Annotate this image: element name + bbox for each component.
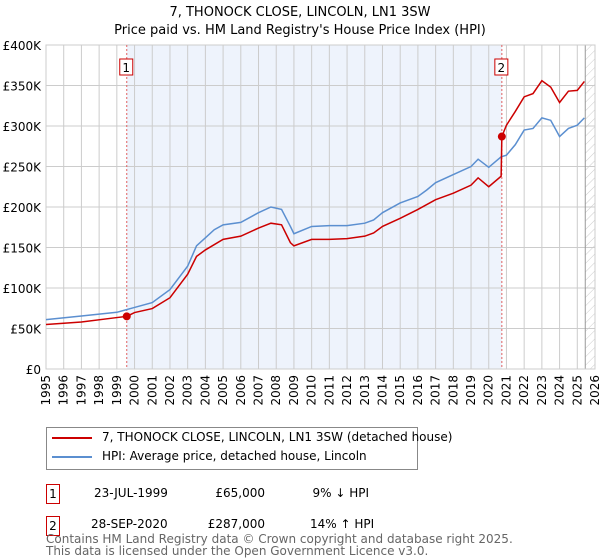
y-tick-label: £100K [3,282,43,296]
x-tick-label: 2001 [145,375,159,406]
sale-hpi-diff: 14% ↑ HPI [310,517,375,531]
sale-label-box [119,58,134,76]
sale-price: £65,000 [215,486,265,500]
sale-point [122,312,131,321]
x-tick-label: 2003 [181,375,195,406]
x-tick-label: 2022 [517,375,531,406]
x-tick-label: 2019 [464,375,478,406]
x-tick-label: 2020 [482,375,496,406]
x-tick-label: 2004 [198,375,212,406]
x-tick-label: 2021 [499,375,513,406]
price-chart: 7, THONOCK CLOSE, LINCOLN, LN1 3SW Price… [3,5,600,406]
legend-label-property: 7, THONOCK CLOSE, LINCOLN, LN1 3SW (deta… [102,430,453,444]
series-line [45,79,585,326]
sale-label-box [494,58,509,76]
sale-point [497,132,506,141]
sale-hpi-diff: 9% ↓ HPI [312,486,369,500]
x-tick-label: 2012 [340,375,354,406]
x-tick-label: 2024 [553,375,567,406]
x-tick-label: 1999 [110,375,124,406]
x-tick-label: 2008 [269,375,283,406]
x-tick-label: 2013 [358,375,372,406]
legend-label-hpi: HPI: Average price, detached house, Linc… [102,449,367,463]
x-tick-label: 2007 [252,375,266,406]
footer-copyright: Contains HM Land Registry data © Crown c… [46,532,513,546]
legend: 7, THONOCK CLOSE, LINCOLN, LN1 3SW (deta… [46,427,452,470]
plot-frame [45,44,596,370]
x-tick-label: 2023 [535,375,549,406]
sale-date: 28-SEP-2020 [91,517,168,531]
sale-label: 1 [122,61,130,75]
x-tick-label: 2026 [588,375,600,406]
x-tick-label: 1995 [39,375,53,406]
x-tick-label: 2017 [429,375,443,406]
x-tick-label: 2005 [216,375,230,406]
x-tick-label: 2016 [411,375,425,406]
chart-subtitle: Price paid vs. HM Land Registry's House … [114,23,486,38]
x-tick-label: 2011 [322,375,336,406]
y-tick-label: £150K [3,242,43,256]
sale-price: £287,000 [207,517,265,531]
x-tick-label: 1998 [92,375,106,406]
chart-title: 7, THONOCK CLOSE, LINCOLN, LN1 3SW [169,5,430,20]
y-tick-label: £300K [3,120,43,134]
sale-marker-badge: 1 [46,484,60,504]
legend-swatch-property [52,437,92,439]
x-tick-label: 2002 [163,375,177,406]
y-tick-label: £400K [3,39,43,53]
sale-date: 23-JUL-1999 [94,486,168,500]
x-tick-label: 2015 [393,375,407,406]
x-tick-label: 2014 [375,375,389,406]
y-tick-label: £250K [3,161,43,175]
x-tick-label: 2010 [305,375,319,406]
sale-marker-badge: 2 [46,516,60,536]
x-tick-label: 1997 [74,375,88,406]
x-tick-label: 2025 [570,375,584,406]
sale-label: 2 [498,61,506,75]
x-tick-label: 2006 [234,375,248,406]
y-tick-label: £200K [3,201,43,215]
x-tick-label: 2009 [287,375,301,406]
y-tick-label: £0 [26,363,41,377]
y-tick-label: £50K [10,323,42,337]
x-tick-label: 1996 [57,375,71,406]
x-tick-label: 2000 [128,375,142,406]
x-tick-label: 2018 [446,375,460,406]
series-line [45,117,585,321]
y-tick-label: £350K [3,80,43,94]
footer-licence: This data is licensed under the Open Gov… [46,544,429,558]
legend-swatch-hpi [52,456,92,458]
